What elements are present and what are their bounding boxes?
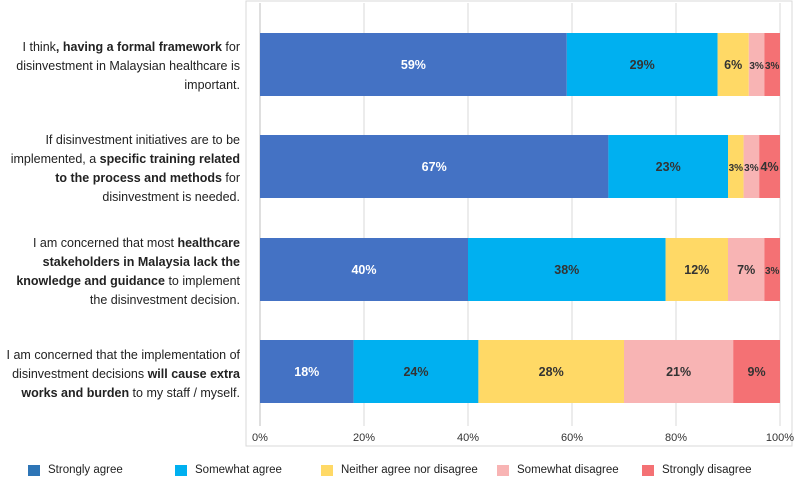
x-tick-label: 0%	[252, 432, 268, 444]
category-label-run: to my staff / myself.	[129, 386, 240, 400]
legend-swatch-somewhat-agree	[175, 464, 187, 476]
data-label: 38%	[554, 263, 579, 277]
category-label-run: I am concerned that most	[32, 236, 178, 250]
bar-segment	[759, 135, 780, 198]
bar-segment	[260, 135, 609, 198]
bar-segment	[260, 238, 468, 301]
data-label: 18%	[294, 365, 319, 379]
x-tick-label: 60%	[561, 432, 583, 444]
data-label: 12%	[684, 263, 709, 277]
x-tick-label: 80%	[665, 432, 687, 444]
category-label-3: I am concerned that most healthcare stak…	[0, 234, 240, 310]
category-label-run: to implement the disinvestment decision.	[89, 274, 240, 307]
category-label-run: I am concerned that the implementation o…	[6, 348, 240, 381]
legend: Strongly agree Somewhat agree Neither ag…	[0, 462, 796, 478]
bar-segment	[665, 238, 728, 301]
data-label: 29%	[630, 58, 655, 72]
category-label-run: specific training related to the process…	[55, 152, 240, 185]
data-label: 40%	[351, 263, 376, 277]
data-label: 67%	[422, 160, 447, 174]
legend-label-neither: Neither agree nor disagree	[341, 464, 478, 476]
data-label: 23%	[656, 160, 681, 174]
bar-segment	[260, 33, 567, 96]
bar-segment	[717, 33, 749, 96]
legend-swatch-strongly-disagree	[642, 464, 654, 476]
data-label: 3%	[749, 61, 764, 72]
legend-item-somewhat-agree: Somewhat agree	[175, 462, 282, 478]
data-label: 7%	[737, 263, 755, 277]
category-label-run: I think	[22, 40, 56, 54]
x-tick-label: 40%	[457, 432, 479, 444]
data-label: 3%	[729, 163, 744, 174]
category-label-run: will cause extra works and burden	[21, 367, 240, 400]
data-label: 3%	[744, 163, 759, 174]
category-label-run: If disinvestment initiatives are to be i…	[10, 133, 240, 166]
bar-segment	[478, 340, 624, 403]
category-label-run: healthcare stakeholders in Malaysia lack…	[16, 236, 240, 288]
x-tick-label: 20%	[353, 432, 375, 444]
legend-item-strongly-agree: Strongly agree	[28, 462, 123, 478]
legend-item-strongly-disagree: Strongly disagree	[642, 462, 752, 478]
legend-swatch-strongly-agree	[28, 464, 40, 476]
bar-segment	[260, 340, 354, 403]
category-label-run: for disinvestment is needed.	[102, 171, 240, 204]
category-label-run: , having a formal framework	[55, 40, 222, 54]
legend-swatch-neither	[321, 464, 333, 476]
legend-swatch-somewhat-disagree	[497, 464, 509, 476]
data-label: 6%	[724, 58, 742, 72]
bar-segment	[748, 33, 765, 96]
bar-segment	[733, 340, 780, 403]
legend-item-neither: Neither agree nor disagree	[321, 462, 478, 478]
data-label: 24%	[403, 365, 428, 379]
category-label-1: I think, having a formal framework for d…	[0, 38, 240, 95]
bar-segment	[353, 340, 479, 403]
data-label: 59%	[401, 58, 426, 72]
legend-label-somewhat-disagree: Somewhat disagree	[517, 464, 619, 476]
category-label-run: for disinvestment in Malaysian healthcar…	[16, 40, 240, 92]
bar-segment	[764, 33, 780, 96]
bar-segment	[566, 33, 718, 96]
bar-segment	[468, 238, 666, 301]
data-label: 21%	[666, 365, 691, 379]
category-label-4: I am concerned that the implementation o…	[0, 346, 240, 403]
legend-label-strongly-disagree: Strongly disagree	[662, 464, 752, 476]
legend-label-somewhat-agree: Somewhat agree	[195, 464, 282, 476]
legend-label-strongly-agree: Strongly agree	[48, 464, 123, 476]
x-tick-label: 100%	[766, 432, 794, 444]
plot-area-border	[245, 0, 793, 447]
category-label-2: If disinvestment initiatives are to be i…	[0, 131, 240, 207]
data-label: 3%	[765, 61, 780, 72]
bar-segment	[624, 340, 734, 403]
bar-segment	[743, 135, 760, 198]
data-label: 28%	[539, 365, 564, 379]
legend-item-somewhat-disagree: Somewhat disagree	[497, 462, 619, 478]
data-label: 4%	[761, 160, 779, 174]
bar-segment	[764, 238, 780, 301]
bar-segment	[728, 238, 765, 301]
bar-segment	[608, 135, 728, 198]
data-label: 3%	[765, 266, 780, 277]
bar-segment	[728, 135, 744, 198]
data-label: 9%	[748, 365, 766, 379]
